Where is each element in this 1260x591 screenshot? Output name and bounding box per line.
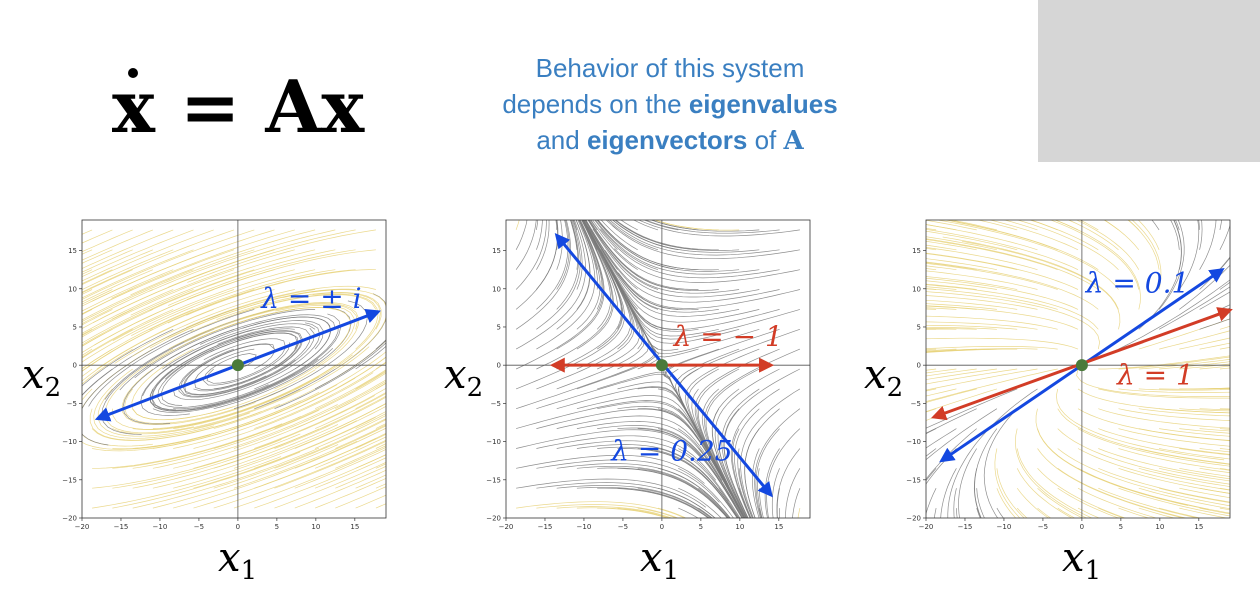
y-tick-label: −15 <box>62 476 77 484</box>
y-tick-label: 5 <box>917 323 921 331</box>
plot-1-ylabel: x2 <box>22 355 61 408</box>
behavior-description: Behavior of this system depends on the e… <box>460 50 880 159</box>
x-tick-label: −15 <box>114 523 129 530</box>
equation-xdot-equals-ax: x = Ax <box>112 62 362 152</box>
x-tick-label: −20 <box>75 523 90 530</box>
y-tick-label: −5 <box>491 400 501 408</box>
behavior-matrix-a: A <box>783 126 803 156</box>
eigenvalue-label: λ = 0.25 <box>610 435 732 468</box>
y-tick-label: −5 <box>67 400 77 408</box>
plot-3-xlabel: x1 <box>1062 538 1101 591</box>
eigenvectors-term: eigenvectors <box>587 125 747 155</box>
behavior-line-3: and eigenvectors of A <box>460 122 880 159</box>
y-tick-label: −15 <box>906 476 921 484</box>
eigenvalues-term: eigenvalues <box>689 89 838 119</box>
fixed-point-origin <box>232 359 244 371</box>
y-tick-label: −5 <box>911 400 921 408</box>
phase-plot-center: −20 −15 −10 −5 0 5 10 15 15 10 5 0 −5 −10 −15 −20 λ = ± … <box>60 210 400 530</box>
y-tick-label: 10 <box>68 285 77 293</box>
x-tick-label: −5 <box>1038 523 1048 530</box>
eigenvalue-label: λ = − 1 <box>673 320 783 353</box>
behavior-line-2-text: depends on the <box>502 89 689 119</box>
x-tick-label: −10 <box>997 523 1012 530</box>
x-tick-label: 15 <box>774 523 783 530</box>
eigenvalue-label: λ = 0.1 <box>1085 267 1190 300</box>
fixed-point-origin <box>1076 359 1088 371</box>
x-tick-label: −10 <box>577 523 592 530</box>
behavior-line-3-text: and <box>536 125 587 155</box>
x-tick-label: −20 <box>919 523 934 530</box>
y-tick-label: 15 <box>492 247 501 255</box>
x-tick-label: 10 <box>311 523 320 530</box>
plot-1-ylabel-sub: 2 <box>45 373 62 403</box>
x-tick-label: −15 <box>958 523 973 530</box>
y-tick-label: 0 <box>497 362 501 370</box>
x-tick-label: 5 <box>1119 523 1123 530</box>
x-tick-label: −5 <box>194 523 204 530</box>
y-tick-label: 5 <box>497 323 501 331</box>
plot-1-xlabel: x1 <box>218 538 257 591</box>
x-tick-label: 15 <box>1194 523 1203 530</box>
x-tick-label: 0 <box>660 523 664 530</box>
behavior-line-2: depends on the eigenvalues <box>460 86 880 122</box>
plot-3-xlabel-sub: 1 <box>1085 556 1102 586</box>
x-tick-label: 0 <box>1080 523 1084 530</box>
y-tick-label: −10 <box>486 438 501 446</box>
y-tick-label: 10 <box>912 285 921 293</box>
plot-2-xlabel-sub: 1 <box>663 556 680 586</box>
x-tick-label: 15 <box>350 523 359 530</box>
y-tick-label: −20 <box>62 515 77 523</box>
x-tick-label: −15 <box>538 523 553 530</box>
y-tick-label: 15 <box>912 247 921 255</box>
x-tick-label: −5 <box>618 523 628 530</box>
plot-3-xlabel-text: x <box>1062 535 1085 581</box>
equation-xdot: x <box>112 62 155 152</box>
behavior-line-1: Behavior of this system <box>460 50 880 86</box>
x-tick-label: 10 <box>735 523 744 530</box>
x-tick-label: 0 <box>236 523 240 530</box>
y-tick-label: 15 <box>68 247 77 255</box>
y-tick-label: −10 <box>62 438 77 446</box>
eigenvalue-label: λ = ± i <box>260 282 361 315</box>
gray-placeholder-box <box>1038 0 1260 162</box>
y-tick-label: −20 <box>486 515 501 523</box>
plot-2-xlabel: x1 <box>640 538 679 591</box>
fixed-point-origin <box>656 359 668 371</box>
plot-2-ylabel-text: x <box>444 352 467 398</box>
y-tick-label: −20 <box>906 515 921 523</box>
y-tick-label: 0 <box>73 362 77 370</box>
phase-plot-source: −20 −15 −10 −5 0 5 10 15 15 10 5 0 −5 −10 −15 −20 λ = 0.… <box>904 210 1244 530</box>
x-tick-label: 10 <box>1155 523 1164 530</box>
plot-1-xlabel-text: x <box>218 535 241 581</box>
x-tick-label: −10 <box>153 523 168 530</box>
plot-3-ylabel-sub: 2 <box>887 373 904 403</box>
plot-3-ylabel-text: x <box>864 352 887 398</box>
behavior-line-3-of: of <box>747 125 783 155</box>
plot-2-xlabel-text: x <box>640 535 663 581</box>
y-tick-label: 0 <box>917 362 921 370</box>
y-tick-label: −15 <box>486 476 501 484</box>
x-tick-label: −20 <box>499 523 514 530</box>
equation-equals: = <box>155 64 265 149</box>
plot-3-ylabel: x2 <box>864 355 903 408</box>
streamline <box>1220 409 1241 410</box>
eigenvalue-label: λ = 1 <box>1116 358 1194 391</box>
plot-2-ylabel: x2 <box>444 355 483 408</box>
y-tick-label: 10 <box>492 285 501 293</box>
plot-2-ylabel-sub: 2 <box>467 373 484 403</box>
equation-matrix-a: A <box>265 64 321 149</box>
x-tick-label: 5 <box>275 523 279 530</box>
equation-vector-x: x <box>321 64 364 149</box>
plot-1-ylabel-text: x <box>22 352 45 398</box>
y-tick-label: −10 <box>906 438 921 446</box>
x-tick-label: 5 <box>699 523 703 530</box>
y-tick-label: 5 <box>73 323 77 331</box>
phase-plot-saddle: −20 −15 −10 −5 0 5 10 15 15 10 5 0 −5 −10 −15 −20 λ = − … <box>484 210 824 530</box>
plot-1-xlabel-sub: 1 <box>241 556 258 586</box>
